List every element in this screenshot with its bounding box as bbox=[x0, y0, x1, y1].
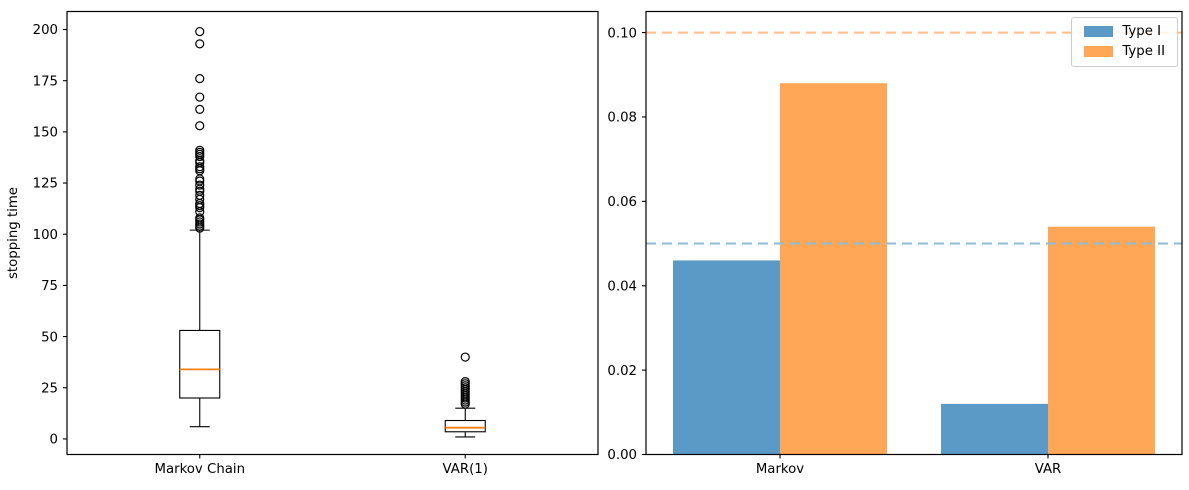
legend-label-type-i: Type I bbox=[1122, 24, 1162, 39]
y-tick-label: 50 bbox=[41, 330, 58, 345]
y-tick-label: 0.08 bbox=[607, 111, 637, 126]
outlier-point bbox=[195, 180, 205, 190]
legend-swatch-type-i bbox=[1084, 26, 1114, 38]
bar-type-i-markov bbox=[673, 260, 780, 455]
outlier-point bbox=[460, 352, 470, 362]
outlier-point bbox=[195, 190, 205, 200]
y-axis-label: stopping time bbox=[6, 187, 21, 279]
y-tick-label: 0.10 bbox=[607, 26, 637, 41]
x-tick-label: Markov bbox=[756, 462, 804, 477]
outlier-point bbox=[195, 104, 205, 114]
x-tick-label: VAR bbox=[1035, 462, 1062, 477]
legend: Type I Type II bbox=[1071, 17, 1178, 67]
legend-label-type-ii: Type II bbox=[1122, 44, 1165, 60]
outlier-point bbox=[195, 74, 205, 84]
outlier-point bbox=[195, 121, 205, 131]
x-tick-label: Markov Chain bbox=[154, 462, 245, 477]
box bbox=[179, 329, 221, 399]
bar-type-i-var bbox=[941, 403, 1048, 455]
bar-type-ii-markov bbox=[780, 83, 887, 455]
x-tick-label: VAR(1) bbox=[443, 462, 488, 477]
outlier-point bbox=[195, 213, 205, 223]
bar-axes-frame bbox=[645, 10, 1183, 456]
y-tick-label: 0 bbox=[50, 433, 58, 448]
y-tick-label: 125 bbox=[33, 177, 58, 192]
legend-swatch-type-ii bbox=[1084, 46, 1114, 58]
y-tick-label: 75 bbox=[41, 279, 58, 294]
y-tick-label: 150 bbox=[33, 126, 58, 141]
y-tick-label: 0.00 bbox=[607, 448, 637, 463]
outlier-point bbox=[460, 377, 470, 387]
outlier-point bbox=[195, 26, 205, 37]
y-tick-label: 175 bbox=[33, 74, 58, 89]
bar-type-ii-var bbox=[1048, 226, 1155, 455]
y-tick-label: 100 bbox=[33, 228, 58, 243]
outlier-point bbox=[195, 162, 205, 172]
legend-row-type-ii: Type II bbox=[1084, 44, 1165, 60]
outlier-point bbox=[195, 92, 205, 102]
y-tick-label: 0.02 bbox=[607, 364, 637, 379]
legend-row-type-i: Type I bbox=[1084, 25, 1165, 38]
y-tick-label: 0.04 bbox=[607, 279, 637, 294]
box bbox=[444, 419, 486, 433]
y-tick-label: 25 bbox=[41, 381, 58, 396]
outlier-point bbox=[195, 39, 205, 49]
y-tick-label: 200 bbox=[33, 23, 58, 38]
outlier-point bbox=[195, 145, 205, 155]
boxplot-axes-frame bbox=[66, 10, 599, 456]
y-tick-label: 0.06 bbox=[607, 195, 637, 210]
